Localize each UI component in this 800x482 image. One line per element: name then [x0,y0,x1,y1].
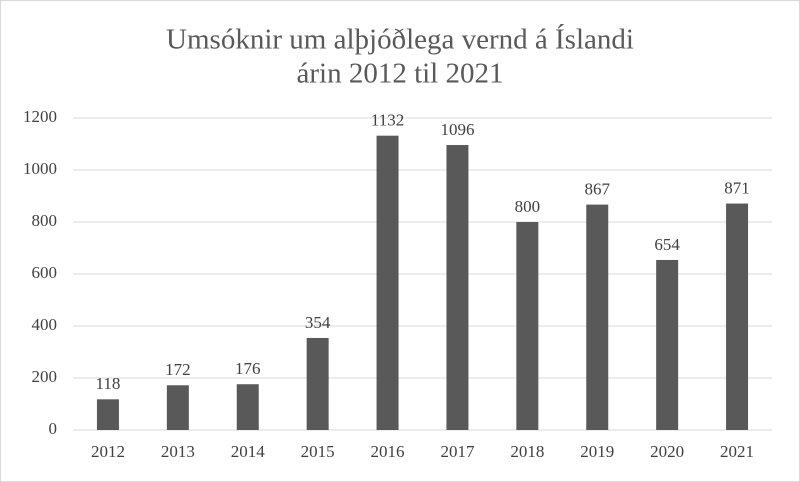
x-tick-label: 2021 [720,442,754,461]
y-tick-label: 800 [32,211,58,230]
chart-title: Umsóknir um alþjóðlega vernd á Íslandi [166,23,634,56]
value-label: 871 [724,178,750,197]
bar [656,259,679,430]
x-tick-label: 2020 [650,442,684,461]
x-tick-label: 2019 [580,442,614,461]
bar [96,399,119,430]
value-label: 354 [305,313,331,332]
y-tick-label: 1000 [23,159,57,178]
value-label: 1096 [440,120,474,139]
x-tick-label: 2014 [231,442,266,461]
bar [166,385,189,430]
x-tick-label: 2016 [371,442,405,461]
y-tick-label: 1200 [23,107,57,126]
value-label: 1132 [371,111,404,130]
x-tick-label: 2013 [161,442,195,461]
x-tick-label: 2018 [510,442,544,461]
value-label: 172 [165,360,191,379]
x-tick-label: 2015 [301,442,335,461]
bar [726,203,749,430]
chart-title: árin 2012 til 2021 [296,58,503,90]
bar [446,145,469,431]
value-label: 118 [96,374,121,393]
value-label: 800 [515,197,541,216]
x-tick-label: 2012 [91,442,125,461]
value-label: 867 [585,179,611,198]
y-tick-label: 600 [32,263,58,282]
bar [586,204,609,430]
x-tick-label: 2017 [440,442,475,461]
bar [516,222,539,430]
y-tick-label: 400 [32,315,58,334]
y-tick-label: 0 [49,419,58,438]
bar [376,135,399,430]
bar [306,337,329,430]
y-tick-label: 200 [32,367,58,386]
value-label: 654 [654,235,680,254]
bar [236,384,259,430]
value-label: 176 [235,359,261,378]
